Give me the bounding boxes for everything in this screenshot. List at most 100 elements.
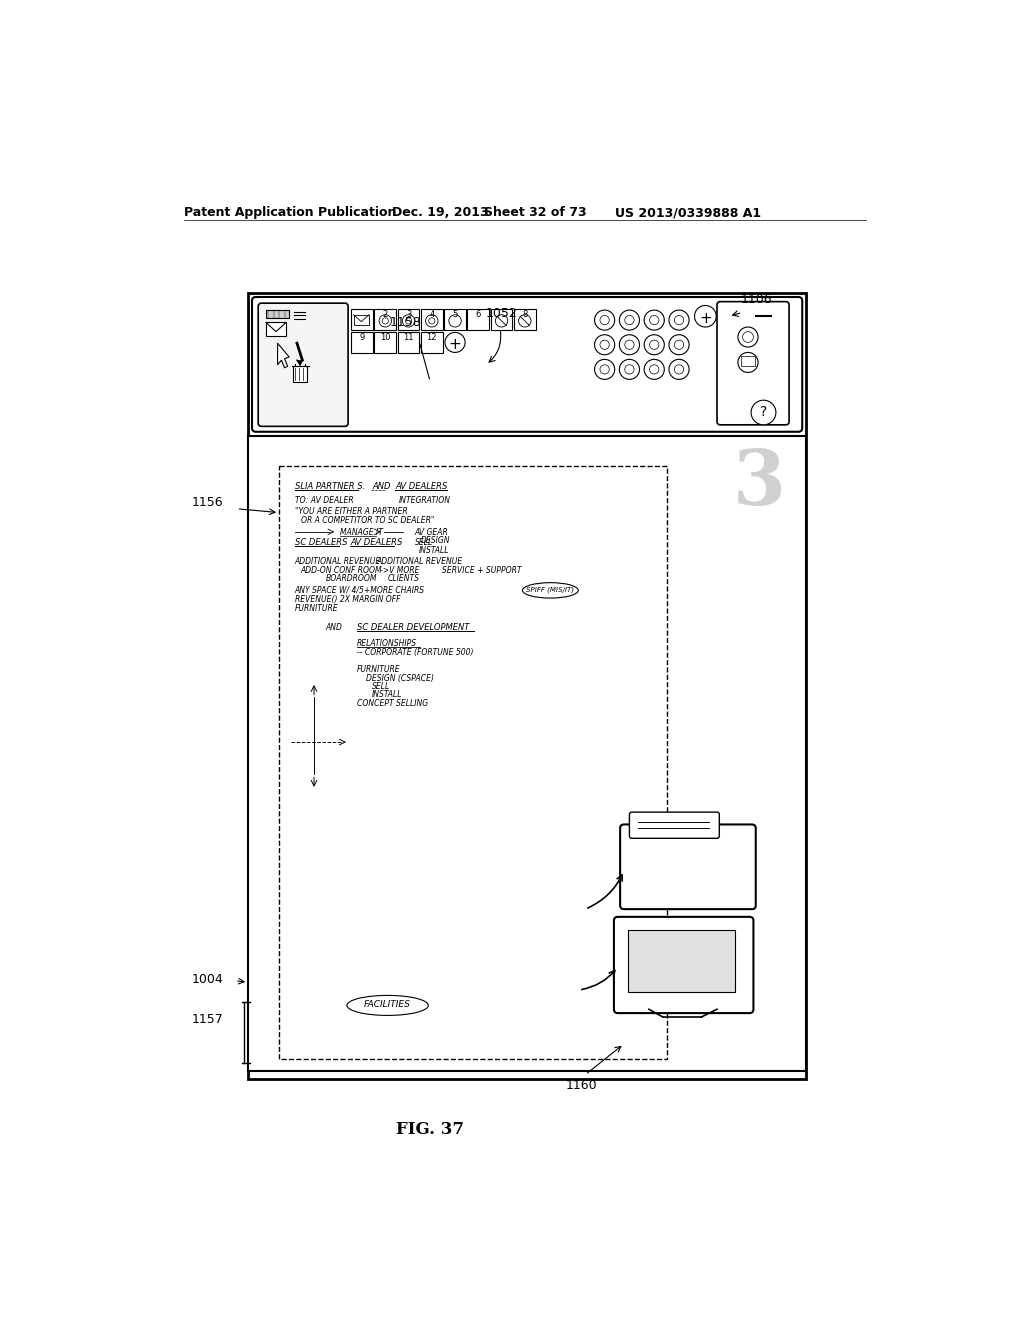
Circle shape bbox=[620, 359, 640, 379]
Bar bbox=[467, 309, 489, 330]
FancyBboxPatch shape bbox=[621, 825, 756, 909]
Text: SELL: SELL bbox=[372, 682, 390, 690]
Text: AND: AND bbox=[372, 482, 390, 491]
Bar bbox=[514, 309, 536, 330]
Text: RELATIONSHIPS: RELATIONSHIPS bbox=[356, 639, 417, 648]
Bar bbox=[397, 331, 420, 354]
Text: AV DEALERS: AV DEALERS bbox=[395, 482, 447, 491]
Text: 10: 10 bbox=[380, 333, 390, 342]
Circle shape bbox=[751, 400, 776, 425]
Polygon shape bbox=[278, 343, 289, 368]
Text: "YOU ARE EITHER A PARTNER: "YOU ARE EITHER A PARTNER bbox=[295, 507, 408, 516]
Text: AND: AND bbox=[326, 623, 342, 632]
Text: -- CORPORATE (FORTUNE 500): -- CORPORATE (FORTUNE 500) bbox=[356, 648, 473, 657]
Circle shape bbox=[600, 315, 609, 325]
Bar bbox=[421, 331, 442, 354]
Bar bbox=[293, 367, 307, 381]
Text: 1052: 1052 bbox=[486, 308, 518, 321]
Bar bbox=[353, 314, 369, 326]
Circle shape bbox=[625, 341, 634, 350]
Circle shape bbox=[644, 359, 665, 379]
Text: ANY SPACE W/ 4/5+MORE CHAIRS: ANY SPACE W/ 4/5+MORE CHAIRS bbox=[295, 586, 425, 595]
FancyBboxPatch shape bbox=[630, 812, 719, 838]
Circle shape bbox=[625, 315, 634, 325]
Text: 1106: 1106 bbox=[740, 293, 772, 306]
Text: BOARDROOM: BOARDROOM bbox=[326, 574, 377, 583]
Text: 5: 5 bbox=[453, 310, 458, 319]
Circle shape bbox=[600, 341, 609, 350]
Text: SC DEALER DEVELOPMENT: SC DEALER DEVELOPMENT bbox=[356, 623, 469, 632]
Text: 12: 12 bbox=[427, 333, 437, 342]
Text: DESIGN: DESIGN bbox=[421, 536, 451, 545]
Text: OR A COMPETITOR TO SC DEALER": OR A COMPETITOR TO SC DEALER" bbox=[301, 516, 434, 525]
Text: CONCEPT SELLING: CONCEPT SELLING bbox=[356, 700, 428, 708]
Text: +: + bbox=[699, 312, 712, 326]
Circle shape bbox=[595, 310, 614, 330]
Text: INTEGRATION: INTEGRATION bbox=[399, 496, 452, 504]
Circle shape bbox=[694, 305, 716, 327]
Bar bbox=[421, 309, 442, 330]
Text: AV GEAR: AV GEAR bbox=[415, 528, 449, 537]
Circle shape bbox=[445, 333, 465, 352]
Ellipse shape bbox=[522, 582, 579, 598]
Text: 1158: 1158 bbox=[389, 317, 421, 330]
FancyBboxPatch shape bbox=[258, 304, 348, 426]
Text: 8: 8 bbox=[522, 310, 527, 319]
Bar bbox=[280, 466, 667, 1059]
Circle shape bbox=[649, 315, 658, 325]
Bar bbox=[248, 436, 806, 1071]
Text: Sheet 32 of 73: Sheet 32 of 73 bbox=[484, 206, 587, 219]
Text: SC DEALERS: SC DEALERS bbox=[295, 539, 347, 546]
Circle shape bbox=[429, 318, 435, 323]
Circle shape bbox=[738, 327, 758, 347]
FancyBboxPatch shape bbox=[717, 302, 790, 425]
Text: ADD-ON CONF ROOM: ADD-ON CONF ROOM bbox=[301, 566, 382, 574]
Circle shape bbox=[625, 364, 634, 374]
Text: 2: 2 bbox=[383, 310, 388, 319]
FancyBboxPatch shape bbox=[614, 917, 754, 1014]
Circle shape bbox=[669, 310, 689, 330]
Circle shape bbox=[620, 310, 640, 330]
Bar bbox=[351, 331, 373, 354]
Text: US 2013/0339888 A1: US 2013/0339888 A1 bbox=[614, 206, 761, 219]
Circle shape bbox=[406, 318, 412, 323]
Circle shape bbox=[738, 352, 758, 372]
Bar bbox=[375, 331, 396, 354]
Text: 1004: 1004 bbox=[191, 973, 223, 986]
FancyBboxPatch shape bbox=[252, 297, 802, 432]
Circle shape bbox=[644, 310, 665, 330]
Text: FACILITIES: FACILITIES bbox=[365, 1001, 411, 1008]
Ellipse shape bbox=[347, 995, 428, 1015]
Circle shape bbox=[426, 314, 438, 327]
Circle shape bbox=[649, 341, 658, 350]
Circle shape bbox=[649, 364, 658, 374]
Text: DESIGN (CSPACE): DESIGN (CSPACE) bbox=[366, 673, 434, 682]
Text: FIG. 37: FIG. 37 bbox=[396, 1121, 464, 1138]
Bar bbox=[490, 309, 512, 330]
Text: FURNITURE: FURNITURE bbox=[356, 665, 400, 675]
Bar bbox=[351, 309, 373, 330]
Text: TO: AV DEALER: TO: AV DEALER bbox=[295, 496, 353, 504]
Text: 4: 4 bbox=[429, 310, 434, 319]
Text: SLIA PARTNER S.: SLIA PARTNER S. bbox=[295, 482, 365, 491]
Text: +: + bbox=[449, 337, 462, 352]
Bar bbox=[266, 322, 286, 337]
Circle shape bbox=[595, 335, 614, 355]
Text: MANAGE IT: MANAGE IT bbox=[340, 528, 382, 537]
Text: 1160: 1160 bbox=[566, 1078, 597, 1092]
Text: SERVICE + SUPPORT: SERVICE + SUPPORT bbox=[442, 566, 521, 574]
Circle shape bbox=[600, 364, 609, 374]
Text: 11: 11 bbox=[403, 333, 414, 342]
Text: ADDITIONAL REVENUE: ADDITIONAL REVENUE bbox=[295, 557, 381, 566]
Bar bbox=[375, 309, 396, 330]
Text: SPIFF (MIS/IT): SPIFF (MIS/IT) bbox=[525, 586, 573, 593]
Circle shape bbox=[675, 341, 684, 350]
Circle shape bbox=[742, 331, 754, 342]
Circle shape bbox=[669, 359, 689, 379]
Text: 3: 3 bbox=[406, 310, 412, 319]
Polygon shape bbox=[297, 360, 302, 364]
Bar bbox=[444, 309, 466, 330]
Bar bbox=[397, 309, 420, 330]
Text: 6: 6 bbox=[475, 310, 481, 319]
Text: 1157: 1157 bbox=[191, 1014, 223, 1026]
